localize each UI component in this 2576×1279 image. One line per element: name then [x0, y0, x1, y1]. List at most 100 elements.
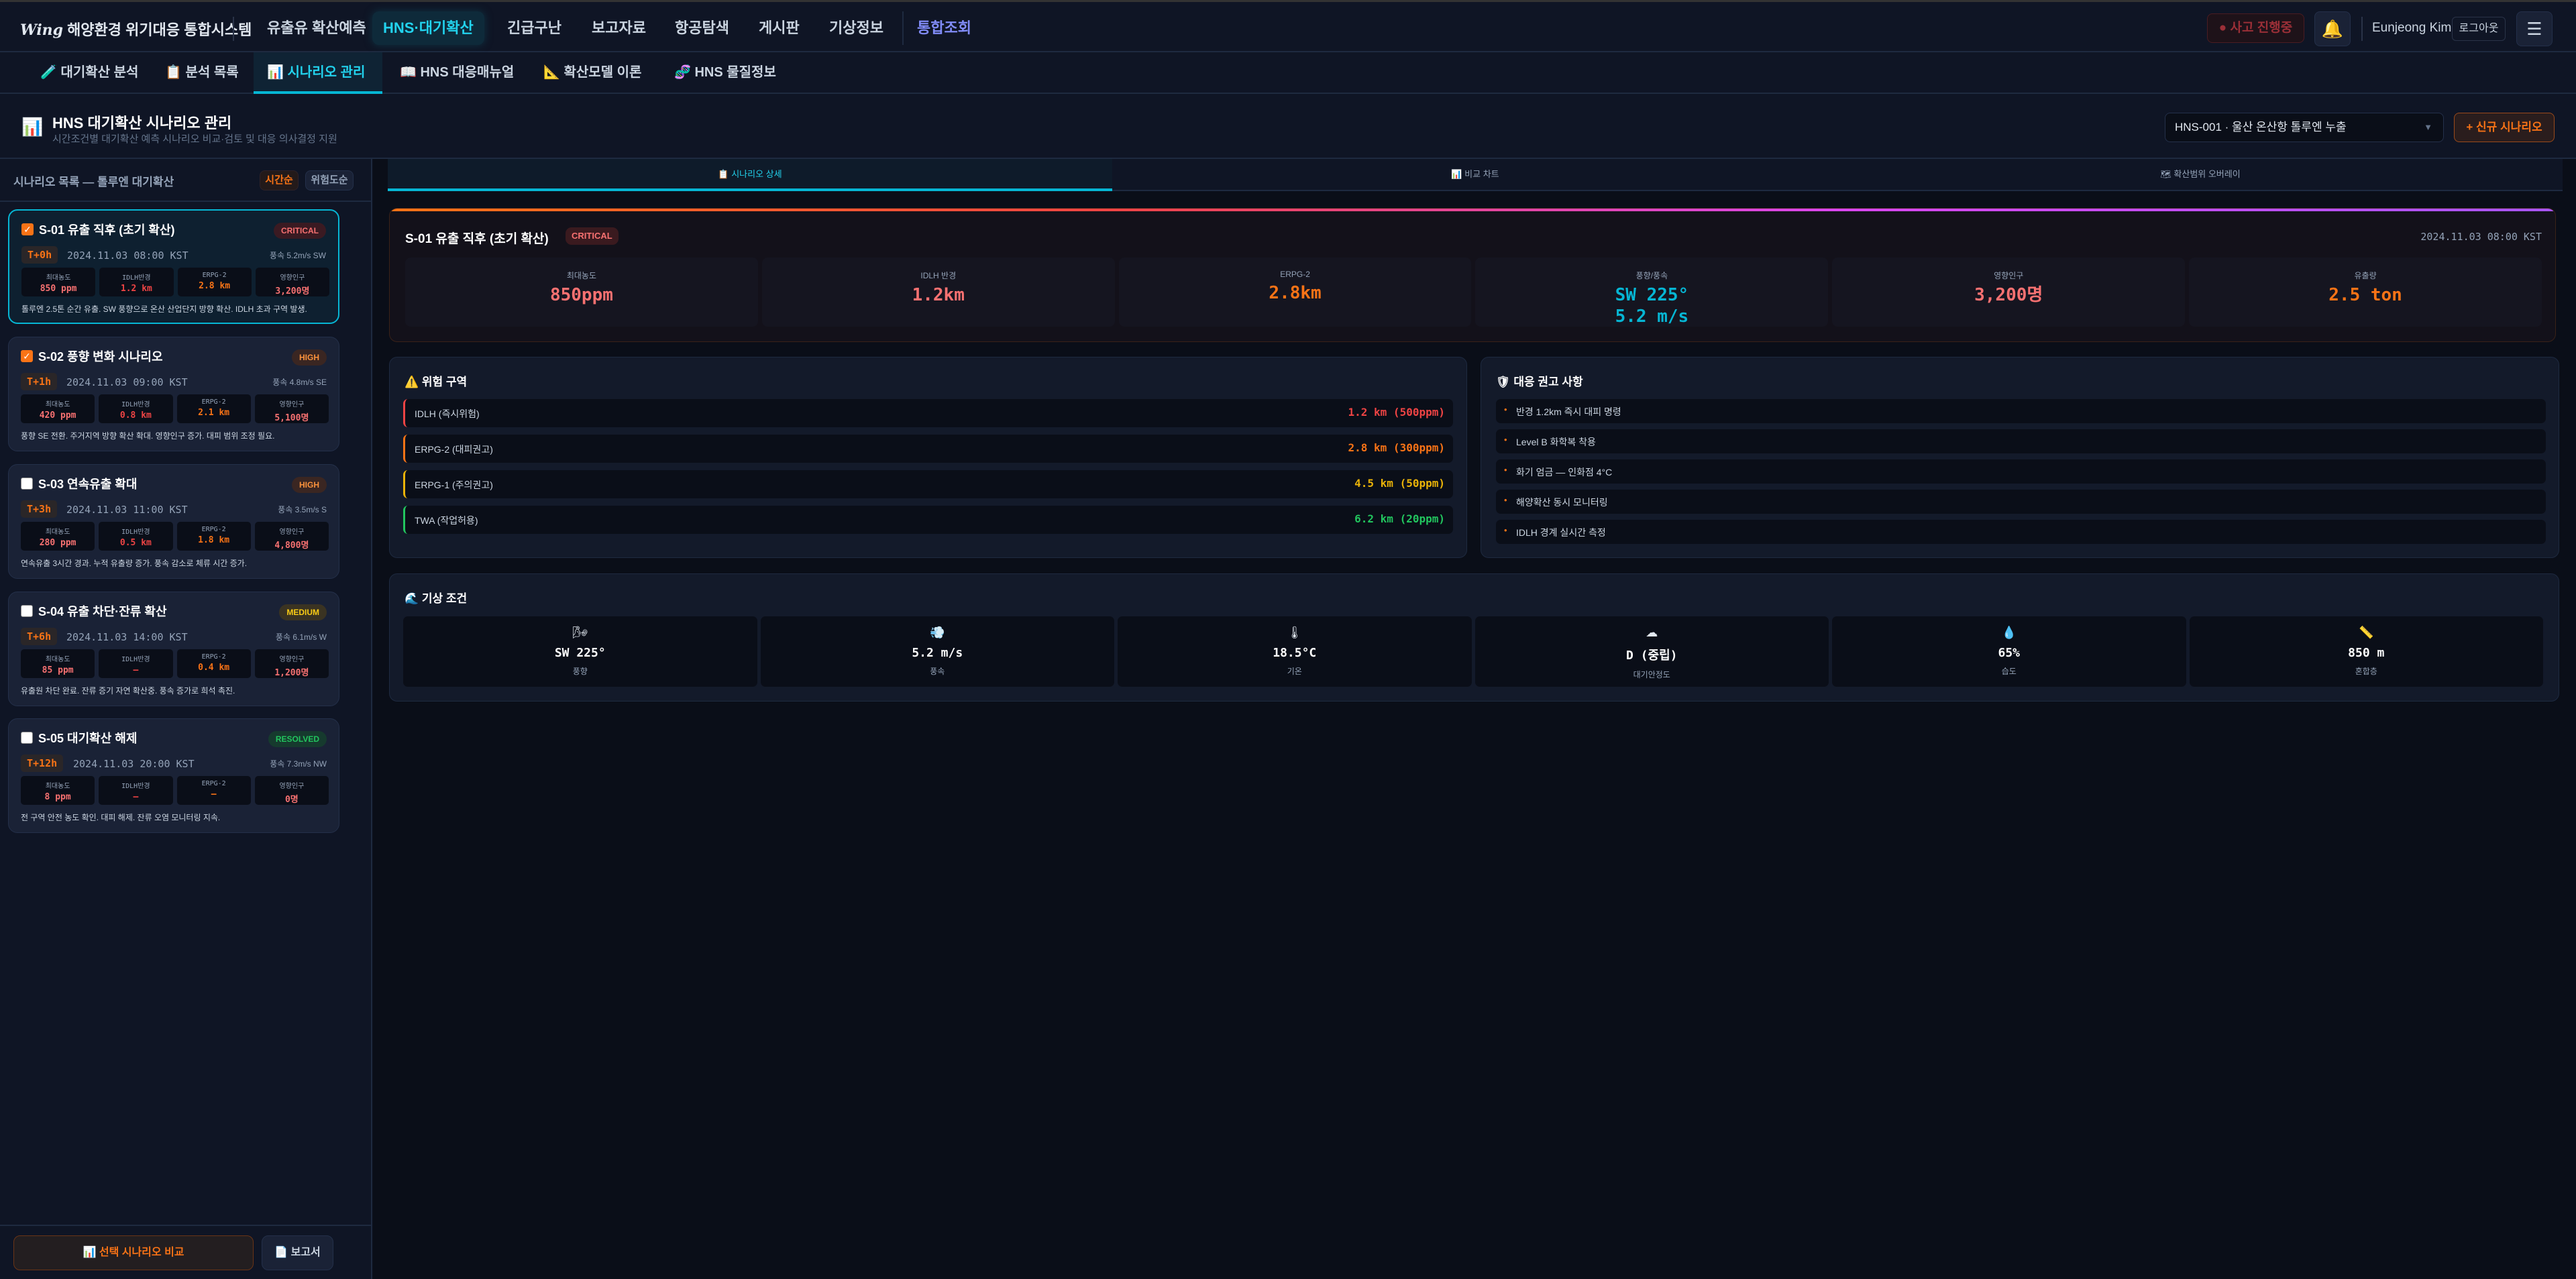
- tab-overlay[interactable]: 🗺 확산범위 오버레이: [1838, 159, 2563, 191]
- scenario-card[interactable]: ✓ S-02 풍향 변화 시나리오 HIGH T+1h 2024.11.03 0…: [8, 337, 339, 451]
- zone-value: 2.8 km (300ppm): [1348, 441, 1446, 454]
- scenario-metrics: 최대농도 85 ppm IDLH반경 — ERPG-2 0.4 km 영향인구 1,200명: [21, 649, 329, 678]
- summary-metric-value: 1.2km: [912, 285, 965, 305]
- weather-item: ☁ D (중립) 대기안정도: [1474, 616, 1829, 687]
- severity-gradient-bar: [390, 209, 2555, 211]
- divider: [233, 17, 234, 41]
- recommendation-item: • Level B 화학복 착용: [1496, 429, 2546, 453]
- nav-integrated[interactable]: 통합조회: [902, 11, 982, 45]
- divider: [2361, 17, 2363, 41]
- subtab-manual[interactable]: 📖 HNS 대응매뉴얼: [386, 52, 527, 94]
- subtab-label: 시나리오 관리: [287, 65, 366, 80]
- scenario-checkbox[interactable]: ✓: [21, 350, 33, 362]
- nav-oil-spill[interactable]: 유출유 확산예측: [267, 19, 366, 36]
- app-title: 해양환경 위기대응 통합시스템: [67, 21, 252, 38]
- new-scenario-button[interactable]: + 신규 시나리오: [2454, 113, 2555, 142]
- weather-item-icon: 🌡: [1287, 626, 1303, 639]
- recommendations-title: 🛡 대응 권고 사항: [1496, 372, 1583, 389]
- nav-rescue[interactable]: 긴급구난: [507, 19, 561, 36]
- metric-label: ERPG-2: [201, 653, 226, 661]
- summary-metric-value: SW 225°: [1615, 285, 1689, 305]
- incident-status-button[interactable]: ● 사고 진행중: [2207, 13, 2304, 43]
- bullet-icon: •: [1504, 525, 1507, 535]
- recommendation-text: IDLH 경계 실시간 측정: [1516, 527, 1606, 538]
- scenario-checkbox[interactable]: [21, 732, 33, 744]
- metric-box: 영향인구 0명: [254, 776, 329, 805]
- summary-metrics: 최대농도 850ppm IDLH 반경 1.2km ERPG-2 2.8km 풍향/풍속 SW…: [405, 258, 2542, 327]
- scenario-checkbox[interactable]: [21, 605, 33, 617]
- hamburger-menu-icon[interactable]: ☰: [2516, 11, 2553, 46]
- compare-scenarios-button[interactable]: 📊 선택 시나리오 비교: [13, 1235, 254, 1270]
- recommendation-item: • 화기 엄금 — 인화점 4°C: [1496, 459, 2546, 484]
- sort-risk-button[interactable]: 위험도순: [305, 170, 354, 190]
- metric-value: 0.4 km: [198, 663, 230, 673]
- summary-metric-value-2: 5.2 m/s: [1615, 307, 1689, 327]
- weather-grid: 🌬 SW 225° 풍향 💨 5.2 m/s 풍속 🌡 18.5°C 기온 ☁ D (중립) 대기안정…: [403, 616, 2543, 687]
- scenario-description: 유출원 차단 완료. 잔류 증기 자연 확산중. 풍속 증가로 희석 촉진.: [21, 686, 235, 696]
- metric-box: ERPG-2 —: [176, 776, 251, 805]
- subtab-analysis[interactable]: 🧪 대기확산 분석: [27, 52, 152, 94]
- metric-value: 1.2 km: [120, 284, 152, 294]
- nav-board[interactable]: 게시판: [759, 19, 800, 36]
- metric-value: 3,200명: [275, 286, 310, 296]
- weather-panel: 🌊 기상 조건 🌬 SW 225° 풍향 💨 5.2 m/s 풍속 🌡 18.5°C 기온 ☁ D …: [389, 573, 2559, 702]
- subtab-label: 대기확산 분석: [60, 65, 139, 80]
- scenario-title: S-03 연속유출 확대: [38, 478, 138, 491]
- scenario-time: 2024.11.03 09:00 KST: [66, 376, 188, 388]
- nav-aerial[interactable]: 항공탐색: [675, 19, 729, 36]
- clipboard-icon: 📋: [165, 65, 182, 80]
- hazard-zone-title: ⚠️ 위험 구역: [405, 372, 467, 389]
- metric-label: 최대농도: [45, 783, 70, 790]
- scenario-wind: 풍속 7.3m/s NW: [270, 759, 327, 769]
- scenario-wind: 풍속 4.8m/s SE: [272, 378, 327, 387]
- hazard-zone-row: IDLH (즉시위험) 1.2 km (500ppm): [403, 399, 1453, 427]
- nav-weather[interactable]: 기상정보: [829, 19, 883, 36]
- subtab-material[interactable]: 🧬 HNS 물질정보: [661, 52, 790, 94]
- subtab-label: HNS 물질정보: [694, 65, 776, 80]
- scenario-card[interactable]: ✓ S-01 유출 직후 (초기 확산) CRITICAL T+0h 2024.…: [8, 209, 339, 324]
- subtab-list[interactable]: 📋 분석 목록: [152, 52, 252, 94]
- tab-scenario-detail[interactable]: 📋 시나리오 상세: [388, 159, 1112, 191]
- subtab-model[interactable]: 📐 확산모델 이론: [530, 52, 655, 94]
- risk-badge: MEDIUM: [279, 604, 327, 620]
- scenario-card[interactable]: S-04 유출 차단·잔류 확산 MEDIUM T+6h 2024.11.03 …: [8, 592, 339, 706]
- metric-value: 1,200명: [274, 668, 309, 678]
- zone-label: TWA (작업허용): [415, 515, 478, 526]
- scenario-checkbox[interactable]: [21, 478, 33, 490]
- scenario-checkbox[interactable]: ✓: [21, 223, 34, 235]
- scenario-card[interactable]: S-05 대기확산 해제 RESOLVED T+12h 2024.11.03 2…: [8, 718, 339, 833]
- scenario-list-header: 시나리오 목록 — 톨루엔 대기확산 시간순 위험도순: [0, 159, 371, 202]
- report-button[interactable]: 📄 보고서: [262, 1235, 333, 1270]
- metric-label: 최대농도: [46, 274, 71, 282]
- scenario-time: 2024.11.03 08:00 KST: [67, 249, 189, 262]
- metric-value: 850 ppm: [40, 284, 77, 294]
- scenario-card[interactable]: S-03 연속유출 확대 HIGH T+3h 2024.11.03 11:00 …: [8, 464, 339, 579]
- nav-hns[interactable]: HNS·대기확산: [372, 11, 484, 45]
- summary-metric-label: 영향인구: [1994, 271, 2024, 280]
- weather-value: D (중립): [1626, 649, 1678, 663]
- metric-value: 0명: [284, 795, 299, 805]
- weather-label: 기온: [1287, 667, 1302, 676]
- metric-label: IDLH반경: [121, 783, 150, 790]
- metric-box: 최대농도 8 ppm: [21, 776, 95, 805]
- scenario-title: S-01 유출 직후 (초기 확산): [39, 223, 175, 237]
- scenario-description: 톨루엔 2.5톤 순간 유출. SW 풍향으로 온산 산업단지 방향 확산. I…: [21, 304, 307, 314]
- bell-icon[interactable]: 🔔: [2314, 11, 2351, 46]
- logout-button[interactable]: 로그아웃: [2452, 17, 2506, 41]
- weather-item-icon: 💨: [930, 626, 945, 639]
- weather-label: 대기안정도: [1633, 670, 1670, 679]
- incident-select[interactable]: HNS-001 · 울산 온산항 톨루엔 누출 ▼: [2165, 113, 2444, 142]
- app-logo[interactable]: Wing 해양환경 위기대응 통합시스템: [20, 18, 252, 40]
- summary-metric-label: 풍향/풍속: [1635, 271, 1668, 280]
- weather-item-icon: 🌬: [572, 626, 588, 639]
- scenario-description: 연속유출 3시간 경과. 누적 유출량 증가. 풍속 감소로 체류 시간 증가.: [21, 559, 248, 568]
- nav-reports[interactable]: 보고자료: [592, 19, 646, 36]
- sort-time-button[interactable]: 시간순: [260, 170, 299, 190]
- ruler-icon: 📐: [543, 65, 560, 80]
- zone-value: 4.5 km (50ppm): [1354, 477, 1445, 490]
- scenario-time: 2024.11.03 20:00 KST: [73, 758, 195, 770]
- subtab-scenario[interactable]: 📊 시나리오 관리: [254, 52, 382, 94]
- metric-value: 280 ppm: [39, 538, 76, 548]
- tab-compare-chart[interactable]: 📊 비교 차트: [1112, 159, 1838, 191]
- weather-item-icon: 📏: [2359, 626, 2374, 639]
